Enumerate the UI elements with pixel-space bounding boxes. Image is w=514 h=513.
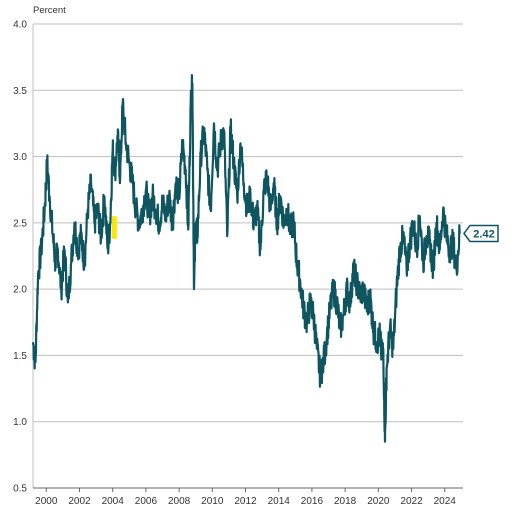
x-tick-label: 2016 [301,496,324,507]
y-tick-label: 1.0 [13,417,27,428]
y-tick-label: 3.0 [13,152,27,163]
y-axis-label: Percent [33,5,66,16]
y-axis-ticks: 0.5 1.0 1.5 2.0 2.5 3.0 3.5 4.0 [13,20,27,495]
x-tick-label: 2020 [367,496,390,507]
y-tick-label: 3.5 [13,86,27,97]
x-tick-label: 2014 [268,496,291,507]
x-tick-label: 2000 [35,496,58,507]
x-tick-label: 2022 [400,496,423,507]
highlight-marker-group [111,216,117,239]
gridlines [32,23,463,489]
x-tick-label: 2012 [234,496,257,507]
x-tick-label: 2004 [102,496,125,507]
x-tick-label: 2008 [168,496,191,507]
y-tick-label: 0.5 [13,484,27,495]
last-value-callout: 2.42 [463,224,499,243]
callout-value: 2.42 [473,228,494,240]
x-tick-label: 2006 [135,496,158,507]
y-tick-label: 1.5 [13,351,27,362]
x-tick-label: 2024 [434,496,457,507]
x-axis-ticks: 2000 2002 2004 2006 2008 2010 2012 2014 2016 2018… [35,488,456,507]
y-tick-label: 2.5 [13,218,27,229]
x-tick-label: 2010 [201,496,224,507]
series-line [31,74,461,443]
series-group [31,74,461,443]
x-tick-label: 2018 [334,496,357,507]
y-tick-label: 2.0 [13,285,27,296]
highlight-marker [111,216,117,239]
callout-box [463,224,499,243]
y-tick-label: 4.0 [13,20,27,31]
x-tick-label: 2002 [68,496,91,507]
